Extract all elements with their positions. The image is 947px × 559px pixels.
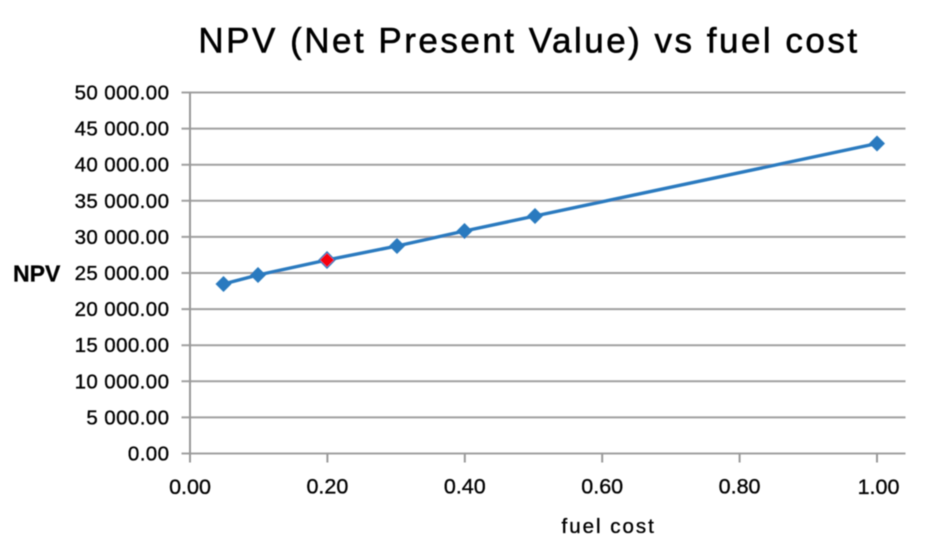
svg-text:45 000.00: 45 000.00	[75, 118, 170, 141]
svg-text:0.60: 0.60	[581, 475, 623, 499]
svg-text:40 000.00: 40 000.00	[75, 154, 170, 177]
svg-text:fuel cost: fuel cost	[562, 515, 656, 538]
svg-text:35 000.00: 35 000.00	[75, 190, 170, 213]
svg-text:1.00: 1.00	[858, 475, 900, 499]
svg-text:25 000.00: 25 000.00	[75, 262, 170, 285]
svg-text:15 000.00: 15 000.00	[75, 334, 170, 357]
svg-text:20 000.00: 20 000.00	[75, 298, 170, 321]
svg-text:0.00: 0.00	[128, 443, 170, 466]
svg-text:NPV (Net Present Value) vs fue: NPV (Net Present Value) vs fuel cost	[198, 22, 859, 61]
svg-text:50 000.00: 50 000.00	[75, 82, 170, 105]
svg-text:10 000.00: 10 000.00	[75, 370, 170, 393]
svg-text:5 000.00: 5 000.00	[86, 406, 169, 429]
svg-text:0.40: 0.40	[444, 475, 486, 499]
svg-text:0.20: 0.20	[306, 475, 348, 499]
svg-text:NPV: NPV	[13, 261, 61, 287]
svg-text:0.00: 0.00	[169, 475, 211, 499]
svg-text:0.80: 0.80	[719, 475, 761, 499]
svg-text:30 000.00: 30 000.00	[75, 226, 170, 249]
